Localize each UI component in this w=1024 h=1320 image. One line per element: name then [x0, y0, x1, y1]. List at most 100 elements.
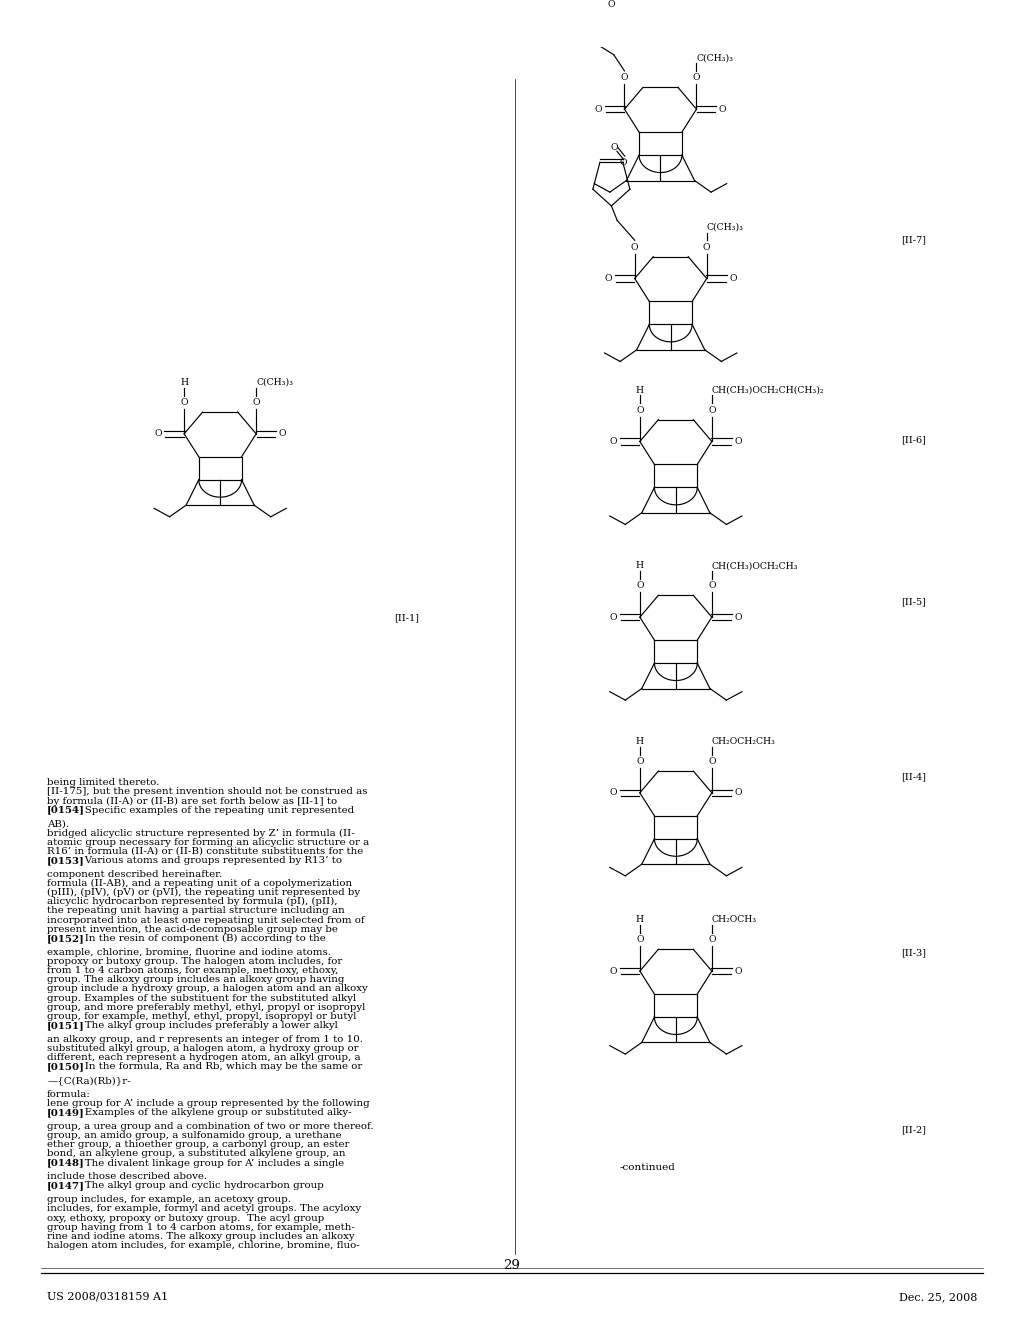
Text: H: H: [636, 915, 644, 924]
Text: example, chlorine, bromine, fluorine and iodine atoms.: example, chlorine, bromine, fluorine and…: [47, 948, 331, 957]
Text: the repeating unit having a partial structure including an: the repeating unit having a partial stru…: [47, 907, 345, 916]
Text: —{C(Ra)(Rb)}r-: —{C(Ra)(Rb)}r-: [47, 1076, 131, 1085]
Text: O: O: [631, 243, 639, 252]
Text: H: H: [636, 561, 644, 570]
Text: propoxy or butoxy group. The halogen atom includes, for: propoxy or butoxy group. The halogen ato…: [47, 957, 342, 966]
Text: by formula (II-A) or (II-B) are set forth below as [II-1] to: by formula (II-A) or (II-B) are set fort…: [47, 796, 337, 805]
Text: CH(CH₃)OCH₂CH(CH₃)₂: CH(CH₃)OCH₂CH(CH₃)₂: [712, 385, 824, 395]
Text: [II-3]: [II-3]: [901, 948, 926, 957]
Text: O: O: [734, 437, 741, 446]
Text: In the formula, Ra and Rb, which may be the same or: In the formula, Ra and Rb, which may be …: [76, 1063, 362, 1072]
Text: O: O: [636, 756, 644, 766]
Text: O: O: [729, 275, 736, 282]
Text: O: O: [610, 143, 617, 152]
Text: [0152]: [0152]: [47, 935, 85, 942]
Text: O: O: [620, 157, 627, 166]
Text: 29: 29: [504, 1259, 520, 1272]
Text: O: O: [636, 405, 644, 414]
Text: [0153]: [0153]: [47, 857, 85, 865]
Text: [0148]: [0148]: [47, 1159, 85, 1168]
Text: [II-175], but the present invention should not be construed as: [II-175], but the present invention shou…: [47, 787, 368, 796]
Text: O: O: [708, 405, 716, 414]
Text: group includes, for example, an acetoxy group.: group includes, for example, an acetoxy …: [47, 1195, 291, 1204]
Text: from 1 to 4 carbon atoms, for example, methoxy, ethoxy,: from 1 to 4 carbon atoms, for example, m…: [47, 966, 339, 975]
Text: US 2008/0318159 A1: US 2008/0318159 A1: [47, 1292, 168, 1302]
Text: C(CH₃)₃: C(CH₃)₃: [256, 378, 293, 387]
Text: rine and iodine atoms. The alkoxy group includes an alkoxy: rine and iodine atoms. The alkoxy group …: [47, 1232, 354, 1241]
Text: group, and more preferably methyl, ethyl, propyl or isopropyl: group, and more preferably methyl, ethyl…: [47, 1003, 366, 1011]
Text: [II-6]: [II-6]: [901, 436, 926, 444]
Text: CH₂OCH₃: CH₂OCH₃: [712, 915, 757, 924]
Text: formula (II-AB), and a repeating unit of a copolymerization: formula (II-AB), and a repeating unit of…: [47, 879, 352, 888]
Text: Examples of the alkylene group or substituted alky-: Examples of the alkylene group or substi…: [76, 1109, 352, 1117]
Text: group. Examples of the substituent for the substituted alkyl: group. Examples of the substituent for t…: [47, 994, 356, 1003]
Text: O: O: [610, 788, 617, 797]
Text: [0150]: [0150]: [47, 1063, 85, 1072]
Text: [II-1]: [II-1]: [394, 614, 419, 623]
Text: group, a urea group and a combination of two or more thereof.: group, a urea group and a combination of…: [47, 1122, 374, 1131]
Text: group, for example, methyl, ethyl, propyl, isopropyl or butyl: group, for example, methyl, ethyl, propy…: [47, 1012, 356, 1020]
Text: O: O: [734, 966, 741, 975]
Text: O: O: [595, 104, 602, 114]
Text: O: O: [155, 429, 162, 438]
Text: [II-2]: [II-2]: [901, 1125, 926, 1134]
Text: O: O: [702, 243, 711, 252]
Text: O: O: [607, 0, 614, 9]
Text: The divalent linkage group for A’ includes a single: The divalent linkage group for A’ includ…: [76, 1159, 344, 1168]
Text: AB).: AB).: [47, 820, 70, 829]
Text: O: O: [708, 756, 716, 766]
Text: group having from 1 to 4 carbon atoms, for example, meth-: group having from 1 to 4 carbon atoms, f…: [47, 1222, 355, 1232]
Text: substituted alkyl group, a halogen atom, a hydroxy group or: substituted alkyl group, a halogen atom,…: [47, 1044, 358, 1053]
Text: H: H: [636, 385, 644, 395]
Text: [0149]: [0149]: [47, 1109, 85, 1117]
Text: O: O: [708, 935, 716, 944]
Text: oxy, ethoxy, propoxy or butoxy group.  The acyl group: oxy, ethoxy, propoxy or butoxy group. Th…: [47, 1213, 325, 1222]
Text: -continued: -continued: [620, 1163, 676, 1172]
Text: O: O: [610, 612, 617, 622]
Text: CH(CH₃)OCH₂CH₃: CH(CH₃)OCH₂CH₃: [712, 561, 799, 570]
Text: incorporated into at least one repeating unit selected from of: incorporated into at least one repeating…: [47, 916, 365, 924]
Text: [II-4]: [II-4]: [901, 772, 926, 781]
Text: In the resin of component (B) according to the: In the resin of component (B) according …: [76, 935, 326, 942]
Text: C(CH₃)₃: C(CH₃)₃: [696, 53, 733, 62]
Text: O: O: [610, 437, 617, 446]
Text: group, an amido group, a sulfonamido group, a urethane: group, an amido group, a sulfonamido gro…: [47, 1131, 342, 1140]
Text: C(CH₃)₃: C(CH₃)₃: [707, 223, 743, 232]
Text: group. The alkoxy group includes an alkoxy group having: group. The alkoxy group includes an alko…: [47, 975, 344, 985]
Text: [0154]: [0154]: [47, 805, 85, 814]
Text: [0151]: [0151]: [47, 1022, 85, 1030]
Text: O: O: [621, 73, 629, 82]
Text: includes, for example, formyl and acetyl groups. The acyloxy: includes, for example, formyl and acetyl…: [47, 1204, 361, 1213]
Text: Dec. 25, 2008: Dec. 25, 2008: [898, 1292, 977, 1302]
Text: H: H: [636, 737, 644, 746]
Text: component described hereinafter.: component described hereinafter.: [47, 870, 222, 879]
Text: [0147]: [0147]: [47, 1181, 85, 1191]
Text: alicyclic hydrocarbon represented by formula (pI), (pII),: alicyclic hydrocarbon represented by for…: [47, 898, 338, 907]
Text: include those described above.: include those described above.: [47, 1172, 207, 1181]
Text: Various atoms and groups represented by R13’ to: Various atoms and groups represented by …: [76, 857, 342, 865]
Text: present invention, the acid-decomposable group may be: present invention, the acid-decomposable…: [47, 925, 338, 933]
Text: [II-5]: [II-5]: [901, 597, 926, 606]
Text: O: O: [636, 935, 644, 944]
Text: O: O: [180, 397, 188, 407]
Text: group include a hydroxy group, a halogen atom and an alkoxy: group include a hydroxy group, a halogen…: [47, 985, 368, 994]
Text: CH₂OCH₂CH₃: CH₂OCH₂CH₃: [712, 737, 776, 746]
Text: R16’ in formula (II-A) or (II-B) constitute substituents for the: R16’ in formula (II-A) or (II-B) constit…: [47, 847, 364, 855]
Text: bond, an alkylene group, a substituted alkylene group, an: bond, an alkylene group, a substituted a…: [47, 1150, 346, 1159]
Text: different, each represent a hydrogen atom, an alkyl group, a: different, each represent a hydrogen ato…: [47, 1053, 360, 1063]
Text: (pIII), (pIV), (pV) or (pVI), the repeating unit represented by: (pIII), (pIV), (pV) or (pVI), the repeat…: [47, 888, 360, 898]
Text: an alkoxy group, and r represents an integer of from 1 to 10.: an alkoxy group, and r represents an int…: [47, 1035, 364, 1044]
Text: O: O: [279, 429, 286, 438]
Text: O: O: [734, 612, 741, 622]
Text: O: O: [708, 581, 716, 590]
Text: The alkyl group includes preferably a lower alkyl: The alkyl group includes preferably a lo…: [76, 1022, 338, 1030]
Text: formula:: formula:: [47, 1090, 91, 1098]
Text: halogen atom includes, for example, chlorine, bromine, fluo-: halogen atom includes, for example, chlo…: [47, 1241, 359, 1250]
Text: O: O: [734, 788, 741, 797]
Text: The alkyl group and cyclic hydrocarbon group: The alkyl group and cyclic hydrocarbon g…: [76, 1181, 325, 1191]
Text: atomic group necessary for forming an alicyclic structure or a: atomic group necessary for forming an al…: [47, 838, 370, 846]
Text: [II-7]: [II-7]: [901, 235, 926, 244]
Text: O: O: [636, 581, 644, 590]
Text: O: O: [252, 397, 260, 407]
Text: O: O: [692, 73, 700, 82]
